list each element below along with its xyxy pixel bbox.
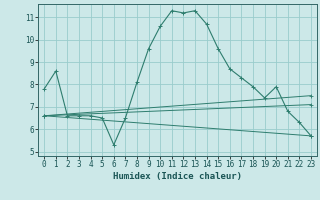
X-axis label: Humidex (Indice chaleur): Humidex (Indice chaleur) bbox=[113, 172, 242, 181]
